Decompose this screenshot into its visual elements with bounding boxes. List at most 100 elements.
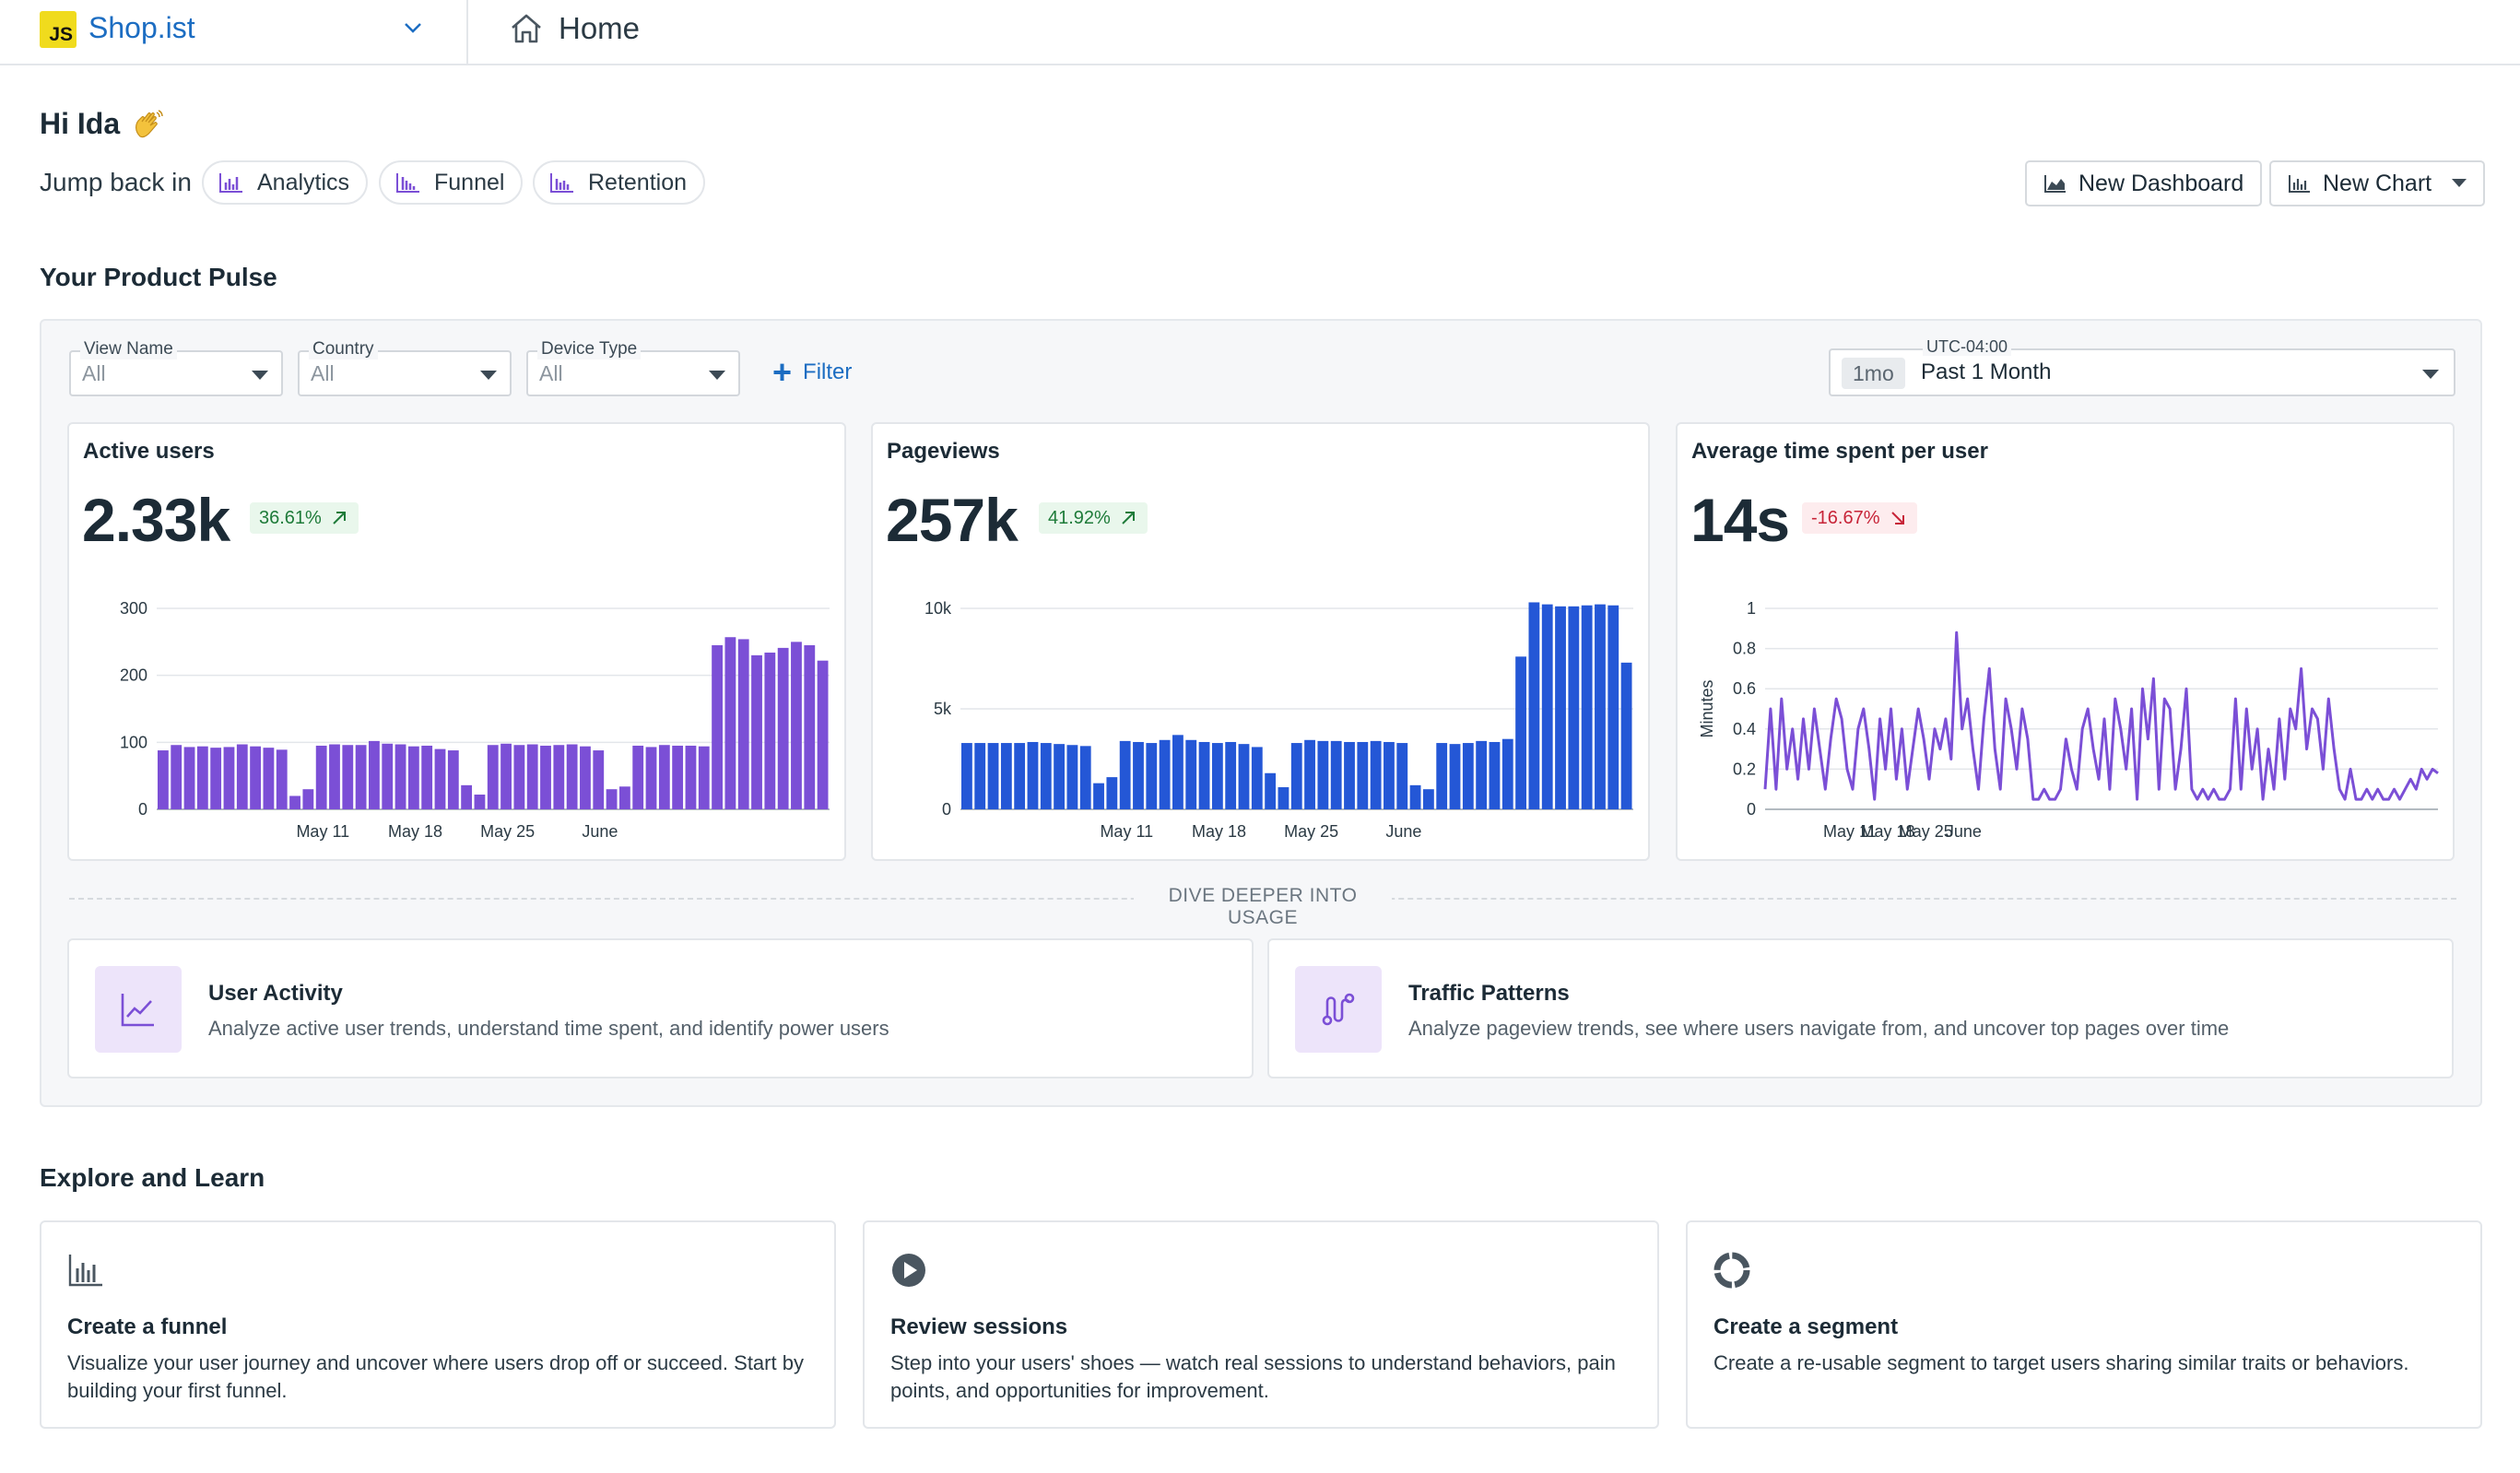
pageviews-card[interactable]: Pageviews 257k 41.92% 0 5k 10k May 11 May 18… — [871, 422, 1650, 861]
chart-bar — [751, 654, 762, 809]
plus-icon: + — [772, 353, 793, 391]
chart-bar — [777, 647, 789, 809]
chart-bar — [1607, 605, 1619, 809]
card-title: Active users — [83, 439, 215, 464]
chart-bar — [1040, 743, 1052, 809]
chart-bar — [632, 745, 644, 809]
chevron-down-icon[interactable] — [402, 17, 424, 39]
chart-bar — [421, 745, 433, 809]
segment-icon — [1713, 1252, 1750, 1289]
delta-value: -16.67% — [1811, 508, 1880, 528]
bar-chart-icon — [550, 173, 573, 193]
caret-down-icon[interactable] — [2452, 179, 2467, 188]
learn-description: Create a re-usable segment to target use… — [1713, 1351, 2409, 1374]
chart-bar — [302, 789, 314, 809]
select-value: All — [82, 361, 106, 385]
chart-bar — [1384, 741, 1395, 809]
chart-bar — [1238, 744, 1250, 809]
x-tick-label: May 25 — [1284, 822, 1338, 841]
card-title: Average time spent per user — [1691, 439, 1988, 464]
chart-bar — [658, 745, 670, 809]
chart-bar — [1198, 741, 1210, 809]
delta-badge: -16.67% — [1802, 502, 1917, 534]
chart-bar — [289, 795, 300, 809]
chart-bar — [1014, 743, 1026, 809]
chip-funnel[interactable]: Funnel — [379, 160, 524, 205]
pulse-section-title: Your Product Pulse — [40, 263, 277, 291]
chart-bar — [987, 743, 999, 809]
learn-title: Review sessions — [890, 1314, 1068, 1339]
breadcrumb-home[interactable]: Home — [559, 11, 641, 45]
chart-bar — [580, 746, 591, 809]
chart-bar — [764, 652, 776, 809]
chart-bar — [210, 748, 222, 809]
chart-bar — [1595, 604, 1606, 809]
chart-bar — [737, 639, 749, 809]
add-filter-button[interactable]: + Filter — [772, 356, 852, 389]
new-chart-button[interactable]: New Chart — [2269, 160, 2486, 206]
chart-bar — [487, 745, 499, 809]
chart-bar — [685, 745, 697, 809]
home-icon[interactable] — [509, 12, 544, 45]
time-range-label: Past 1 Month — [1921, 359, 2052, 384]
chart-bar — [394, 744, 406, 809]
new-dashboard-button[interactable]: New Dashboard — [2025, 160, 2263, 206]
chart-bar — [724, 637, 736, 809]
y-tick-label: 300 — [120, 599, 147, 618]
dive-title: Traffic Patterns — [1408, 981, 1570, 1006]
chart-bar — [1066, 745, 1078, 809]
icon-tile — [1295, 966, 1382, 1053]
y-tick-label: 100 — [120, 733, 147, 751]
learn-description: Visualize your user journey and uncover … — [67, 1351, 804, 1402]
device-type-select[interactable]: Device Type All — [526, 339, 740, 396]
pageviews-chart: 0 5k 10k May 11 May 18 May 25 June — [924, 599, 1633, 841]
y-tick-label: 0 — [138, 800, 147, 819]
chart-line — [1763, 630, 2439, 801]
view-name-select[interactable]: View Name All — [69, 339, 283, 396]
user-activity-card[interactable]: User Activity Analyze active user trends… — [67, 938, 1254, 1078]
chart-bar — [817, 660, 829, 809]
active-users-card[interactable]: Active users 2.33k 36.61% 0 100 200 300 May … — [67, 422, 846, 861]
traffic-patterns-card[interactable]: Traffic Patterns Analyze pageview trends… — [1267, 938, 2454, 1078]
chip-analytics[interactable]: Analytics — [202, 160, 369, 205]
chart-bar — [1133, 741, 1144, 809]
chart-bar — [804, 644, 816, 809]
create-funnel-card[interactable]: Create a funnel Visualize your user jour… — [40, 1220, 836, 1429]
top-bar: JS Shop.ist Home — [0, 0, 2520, 65]
avg-time-card[interactable]: Average time spent per user 14s -16.67% … — [1676, 422, 2455, 861]
chart-bar — [461, 784, 473, 809]
chart-bar — [342, 745, 354, 809]
time-range-select[interactable]: UTC-04:00 1mo Past 1 Month — [1829, 337, 2455, 396]
new-dashboard-label: New Dashboard — [2078, 170, 2244, 196]
delta-value: 36.61% — [259, 508, 322, 528]
greeting-title: Hi Ida — [40, 107, 121, 140]
chart-bar — [566, 744, 578, 809]
chart-bar — [1119, 740, 1131, 809]
chip-retention[interactable]: Retention — [533, 160, 706, 205]
create-segment-card[interactable]: Create a segment Create a re-usable segm… — [1686, 1220, 2482, 1429]
country-select[interactable]: Country All — [298, 339, 512, 396]
chart-bar — [698, 746, 710, 809]
y-tick-label: 10k — [924, 599, 952, 618]
chart-bar — [1501, 738, 1513, 809]
chart-bar — [1278, 787, 1289, 809]
app-switcher[interactable]: JS Shop.ist — [0, 0, 468, 65]
timezone-label: UTC-04:00 — [1923, 337, 2012, 356]
chart-bar — [1054, 744, 1066, 809]
chart-bar — [1620, 662, 1632, 809]
chart-bar — [158, 750, 169, 809]
card-value: 14s — [1690, 486, 1790, 554]
review-sessions-card[interactable]: Review sessions Step into your users' sh… — [863, 1220, 1659, 1429]
jump-back-label: Jump back in — [40, 168, 192, 196]
chart-bar — [1541, 604, 1553, 809]
y-tick-label: 0.6 — [1733, 679, 1756, 698]
x-tick-label: June — [582, 822, 618, 841]
y-tick-label: 0 — [942, 800, 951, 819]
arrow-up-right-icon — [1122, 512, 1135, 524]
app-name: Shop.ist — [88, 11, 195, 44]
chart-bar — [513, 745, 525, 809]
area-chart-icon — [2044, 175, 2066, 193]
x-tick-label: May 18 — [1192, 822, 1246, 841]
chart-bar — [1159, 739, 1171, 809]
